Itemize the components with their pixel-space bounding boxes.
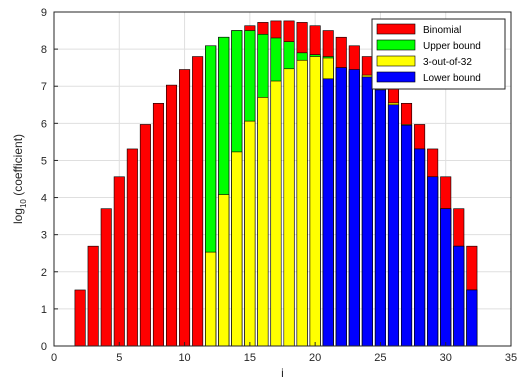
bar-lower-bound [401, 124, 413, 347]
y-tick-label: 7 [41, 81, 47, 93]
x-tick-label: 20 [309, 352, 321, 364]
y-tick-label: 2 [41, 267, 47, 279]
y-tick-labels: 0 1 2 3 4 5 6 7 8 9 [41, 7, 58, 353]
bar-binomial [74, 289, 86, 347]
x-tick-label: 35 [505, 352, 517, 364]
bar-binomial [165, 84, 178, 347]
bar-3-out-of-32 [283, 68, 295, 347]
x-tick-label: 15 [244, 352, 256, 364]
bar-3-out-of-32 [244, 120, 256, 347]
y-tick-label: 8 [41, 44, 47, 56]
legend-swatch-upper-bound [376, 39, 416, 51]
x-tick-label: 0 [51, 352, 57, 364]
plot-area-box [53, 11, 512, 347]
bar-3-out-of-32 [270, 80, 282, 347]
bar-lower-bound [348, 69, 360, 347]
bar-binomial [179, 69, 191, 347]
bar-3-out-of-32 [257, 97, 269, 347]
bar-lower-bound [335, 67, 347, 347]
x-tick-labels: 0 5 10 15 20 25 30 35 [51, 342, 517, 364]
legend-label-3-out-of-32: 3-out-of-32 [423, 57, 472, 68]
bar-lower-bound [453, 245, 465, 347]
bar-binomial [126, 148, 138, 347]
x-tick-label: 25 [374, 352, 386, 364]
y-tick-label: 9 [41, 7, 47, 19]
bar-3-out-of-32 [218, 194, 230, 347]
legend-swatch-3-out-of-32 [376, 55, 416, 67]
bar-lower-bound [322, 78, 334, 347]
bar-3-out-of-32 [296, 59, 308, 347]
bar-binomial [113, 176, 125, 347]
bar-binomial [100, 208, 112, 347]
bar-binomial [152, 102, 164, 347]
legend-label-upper-bound: Upper bound [423, 41, 481, 52]
y-axis-label: log10 (coefficient) [11, 134, 28, 224]
legend: Binomial Upper bound 3-out-of-32 Lower boun… [371, 18, 506, 90]
bar-lower-bound [427, 176, 439, 347]
x-tick-label: 5 [116, 352, 122, 364]
bar-binomial [139, 124, 151, 347]
y-tick-label: 1 [41, 304, 47, 316]
y-tick-label: 4 [41, 193, 47, 205]
x-tick-label: 30 [440, 352, 452, 364]
bar-lower-bound [361, 76, 373, 347]
x-tick-label: 10 [178, 352, 190, 364]
legend-label-binomial: Binomial [423, 25, 461, 36]
bar-binomial [192, 56, 204, 347]
legend-swatch-binomial [376, 23, 416, 35]
x-axis-label: i [281, 366, 284, 380]
legend-swatch-lower-bound [376, 71, 416, 83]
bar-lower-bound [387, 104, 400, 347]
legend-label-lower-bound: Lower bound [423, 73, 481, 84]
bar-lower-bound [374, 89, 386, 347]
y-tick-label: 3 [41, 230, 47, 242]
bar-lower-bound [414, 148, 426, 347]
bar-lower-bound [440, 208, 452, 347]
y-tick-label: 0 [41, 341, 47, 353]
bar-binomial [87, 245, 99, 347]
bar-3-out-of-32 [309, 56, 321, 347]
bar-3-out-of-32 [205, 251, 217, 347]
bar-lower-bound [466, 289, 478, 347]
y-tick-label: 6 [41, 118, 47, 130]
y-tick-label: 5 [41, 155, 47, 167]
bar-3-out-of-32 [231, 151, 243, 347]
